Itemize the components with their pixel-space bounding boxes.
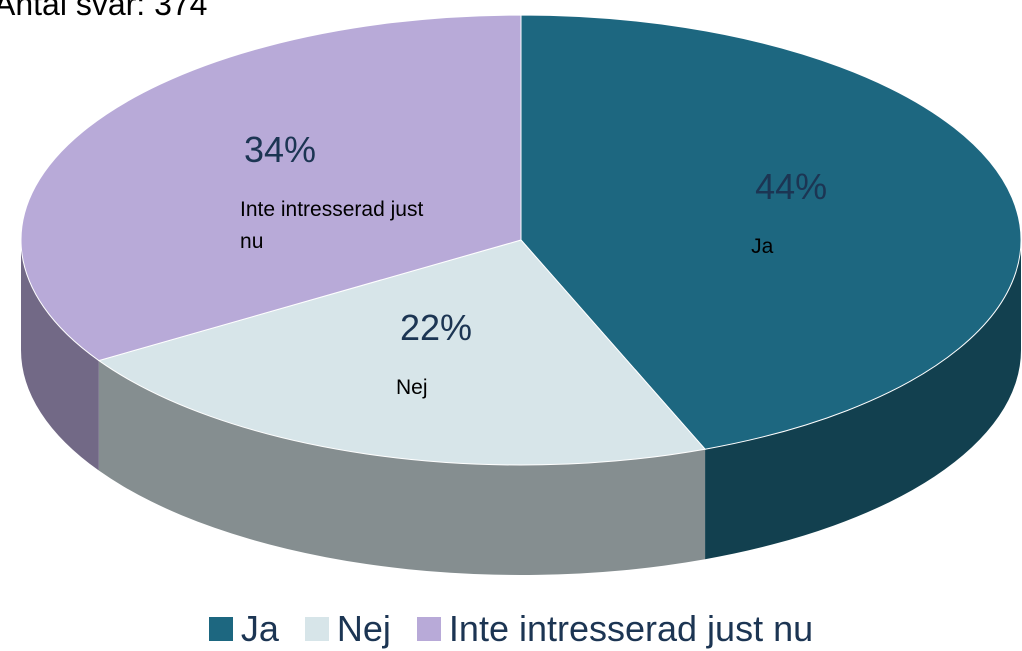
value-label: 34% [243,129,317,171]
legend-item: Ja [208,608,279,650]
slice-side [705,240,1021,560]
slice [97,239,707,466]
legend: Ja Nej Inte intresserad just nu [0,608,1022,650]
slice-side [21,240,99,471]
legend-label: Ja [240,608,279,649]
legend-swatch [304,617,329,641]
slice [20,14,522,362]
chart-title: Antal svar: 374 [0,0,208,22]
legend-label: Inte intresserad just nu [448,608,814,649]
legend-item: Nej [304,608,391,650]
slice-label: Ja [751,234,774,258]
legend-swatch [416,617,441,641]
slice-side [98,360,706,575]
slice-label: Inte intresserad just nu [240,198,424,254]
value-label: 44% [755,165,828,207]
slice [520,14,1022,450]
legend-swatch [208,617,233,641]
value-label: 22% [399,306,473,348]
legend-label: Nej [336,608,391,649]
legend-item: Inte intresserad just nu [416,608,814,650]
slice-label: Nej [396,375,428,399]
